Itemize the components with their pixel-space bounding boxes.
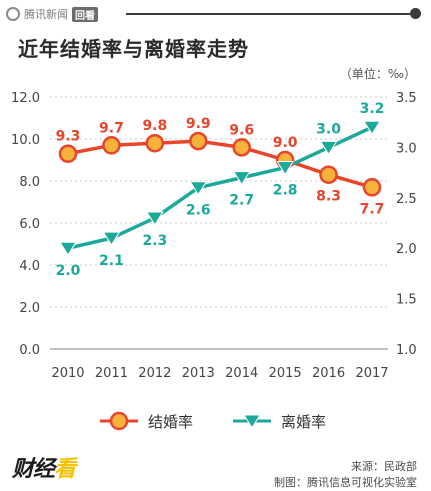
marriage-rate-value: 9.6 <box>229 122 254 138</box>
divorce-rate-point <box>319 140 338 156</box>
legend: 结婚率 离婚率 <box>100 411 326 431</box>
marriage-rate-value: 8.3 <box>316 189 341 205</box>
top-dot-icon <box>410 8 421 19</box>
marriage-rate-value: 7.7 <box>360 201 385 217</box>
series <box>58 120 382 256</box>
divorce-rate-point <box>232 171 251 186</box>
marriage-rate-value: 9.0 <box>273 135 298 151</box>
divorce-rate-point <box>363 120 381 135</box>
logo-text: 财经 <box>12 456 55 482</box>
divorce-rate-point <box>59 241 77 256</box>
left-tick-label: 12.0 <box>11 91 40 106</box>
divorce-rate-point <box>276 161 295 176</box>
source-text: 来源：民政部 <box>351 460 417 473</box>
page-title: 近年结婚率与离婚率走势 <box>18 37 249 61</box>
divorce-rate-line <box>67 125 373 250</box>
divorce-rate-value: 2.8 <box>273 183 298 199</box>
divorce-rate-point <box>189 181 208 196</box>
x-tick-label: 2015 <box>269 366 302 381</box>
right-tick-label: 2.5 <box>396 192 417 207</box>
top-bar: 腾讯新闻 回看 <box>0 0 431 30</box>
left-tick-label: 2.0 <box>19 301 40 316</box>
top-divider <box>126 13 410 15</box>
right-tick-label: 3.5 <box>396 91 417 106</box>
marriage-rate-value: 9.3 <box>56 129 81 145</box>
data-labels: 9.3 9.7 9.8 9.9 9.6 9.0 8.3 7.7 2.0 2.1 2.3 2.6 2.7 2… <box>56 101 385 279</box>
marriage-rate-point <box>58 144 78 163</box>
right-tick-label: 2.0 <box>396 242 417 257</box>
divorce-rate-value: 3.0 <box>316 121 341 137</box>
divorce-rate-value: 2.7 <box>229 193 254 209</box>
x-tick-label: 2011 <box>95 366 128 381</box>
source-block: 来源：民政部 制图：腾讯信息可视化实验室 <box>274 459 417 491</box>
brand-tag: 回看 <box>72 6 98 22</box>
right-tick-label: 1.5 <box>396 293 417 308</box>
right-tick-label: 3.0 <box>396 141 417 156</box>
caijing-logo: 财经看 <box>12 451 76 483</box>
marriage-rate-value: 9.9 <box>186 116 211 132</box>
right-tick-label: 1.0 <box>396 343 417 358</box>
legend-divorce-marker <box>243 414 261 429</box>
x-tick-label: 2010 <box>51 366 84 381</box>
marriage-rate-point <box>232 138 251 157</box>
x-tick-label: 2012 <box>138 366 171 381</box>
divorce-rate-point <box>102 231 121 246</box>
left-tick-label: 8.0 <box>19 175 40 190</box>
divorce-rate-point <box>145 211 164 226</box>
marriage-rate-point <box>319 165 338 184</box>
brand-name: 腾讯新闻 <box>24 8 68 21</box>
x-tick-label: 2013 <box>182 366 215 381</box>
marriage-rate-point <box>189 131 208 151</box>
marriage-rate-point <box>102 136 121 155</box>
logo-accent: 看 <box>54 456 76 482</box>
divorce-rate-value: 2.0 <box>56 263 81 279</box>
left-tick-label: 6.0 <box>19 217 40 232</box>
divorce-rate-value: 2.1 <box>99 253 124 269</box>
x-tick-label: 2014 <box>225 366 258 381</box>
marriage-rate-point <box>362 178 382 197</box>
marriage-rate-value: 9.8 <box>142 118 167 134</box>
divorce-rate-value: 2.6 <box>186 203 211 219</box>
legend-marriage-marker <box>109 411 129 431</box>
axes: 0.0 2.0 4.0 6.0 8.0 10.0 12.0 1.0 1.5 2.0 2.5 3.0 3.… <box>11 91 417 381</box>
legend-divorce-label: 离婚率 <box>281 413 326 431</box>
left-tick-label: 0.0 <box>19 343 40 358</box>
divorce-rate-value: 2.3 <box>142 233 167 249</box>
marriage-rate-value: 9.7 <box>99 120 124 136</box>
left-tick-label: 10.0 <box>11 133 40 148</box>
divorce-rate-value: 3.2 <box>360 101 385 117</box>
left-tick-label: 4.0 <box>19 259 40 274</box>
x-tick-label: 2017 <box>355 366 388 381</box>
credit-text: 制图：腾讯信息可视化实验室 <box>274 476 417 489</box>
brand: 腾讯新闻 回看 <box>6 5 98 23</box>
marriage-rate-point <box>145 133 165 153</box>
x-tick-label: 2016 <box>312 366 345 381</box>
unit-label: （单位：‰） <box>340 66 416 81</box>
tencent-news-logo-icon <box>6 7 20 21</box>
legend-marriage-label: 结婚率 <box>148 413 193 431</box>
